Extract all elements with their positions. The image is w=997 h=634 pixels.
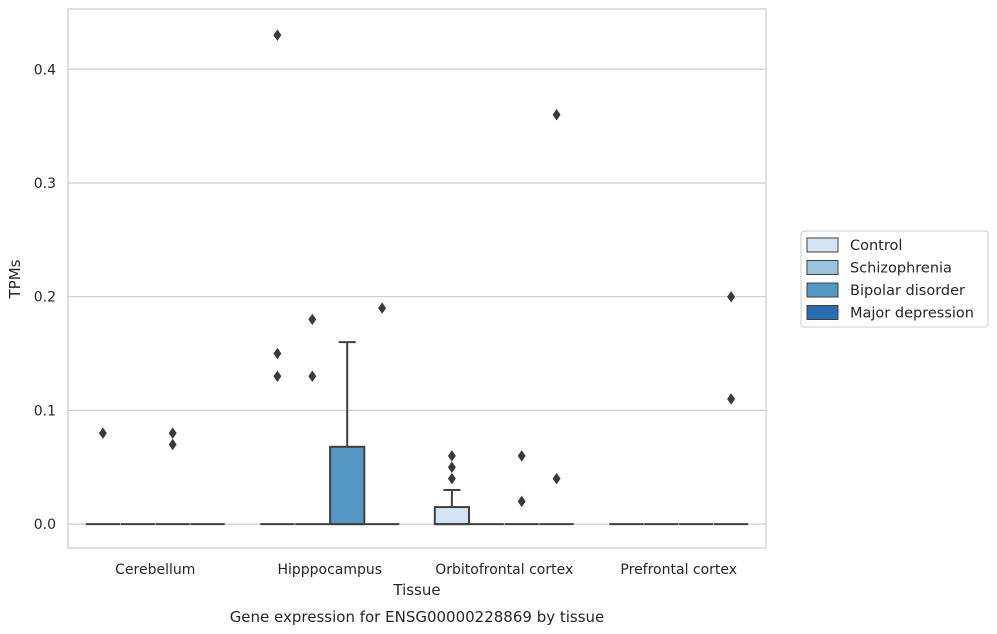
plot-frame: [67, 8, 767, 549]
x-tick-label: Cerebellum: [115, 562, 195, 578]
outlier-point: [727, 393, 736, 405]
box-control: [433, 489, 471, 526]
chart-title: Gene expression for ENSG00000228869 by t…: [230, 608, 605, 626]
x-tick-label: Orbitofrontal cortex: [435, 562, 573, 578]
box-body: [433, 506, 471, 526]
boxes: [85, 341, 749, 526]
plot-background: [68, 9, 766, 548]
outlier-point: [517, 450, 526, 462]
legend-label: Major depression: [850, 306, 974, 322]
legend-label: Control: [850, 238, 902, 254]
y-tick-label: 0.0: [34, 517, 56, 533]
legend-swatch: [806, 305, 839, 320]
outlier-point: [447, 450, 456, 462]
outlier-point: [378, 302, 387, 314]
y-tick-label: 0.3: [34, 176, 56, 192]
y-tick-label: 0.4: [34, 62, 56, 78]
outlier-point: [168, 427, 177, 439]
outlier-point: [447, 461, 456, 473]
box-bipolar-disorder: [329, 341, 366, 526]
legend-swatch: [806, 282, 839, 298]
outlier-point: [447, 472, 456, 485]
legend-label: Bipolar disorder: [850, 283, 965, 299]
legend-label: Schizophrenia: [850, 261, 952, 277]
y-axis-title: TPMs: [6, 259, 24, 299]
legend-swatch: [806, 260, 839, 275]
legend: Control Schizophrenia Bipolar disorder Majo…: [800, 230, 989, 328]
outlier-point: [308, 313, 317, 326]
outlier-point: [98, 427, 107, 439]
y-tick-label: 0.2: [34, 290, 56, 306]
outlier-point: [273, 347, 282, 360]
outlier-point: [273, 370, 282, 383]
outlier-point: [517, 495, 526, 508]
outlier-point: [273, 29, 282, 41]
box-body: [329, 445, 366, 526]
legend-swatch: [806, 237, 839, 253]
outlier-point: [552, 472, 561, 485]
legend-items: Control Schizophrenia Bipolar disorder Majo…: [806, 237, 974, 322]
y-tick-label: 0.1: [34, 403, 56, 419]
outlier-point: [308, 370, 317, 383]
x-tick-label: Prefrontal cortex: [620, 562, 737, 578]
y-axis-ticks: 0.0 0.1 0.2 0.3 0.4: [34, 62, 56, 533]
legend-frame: [800, 230, 989, 328]
x-axis-title: Tissue: [392, 581, 440, 599]
outlier-point: [552, 109, 561, 121]
outlier-point: [727, 290, 736, 303]
outlier-point: [168, 438, 177, 451]
x-axis-ticks: Cerebellum Hipppocampus Orbitofrontal cort…: [115, 562, 737, 578]
x-tick-label: Hipppocampus: [277, 562, 382, 578]
outliers: [98, 29, 736, 508]
